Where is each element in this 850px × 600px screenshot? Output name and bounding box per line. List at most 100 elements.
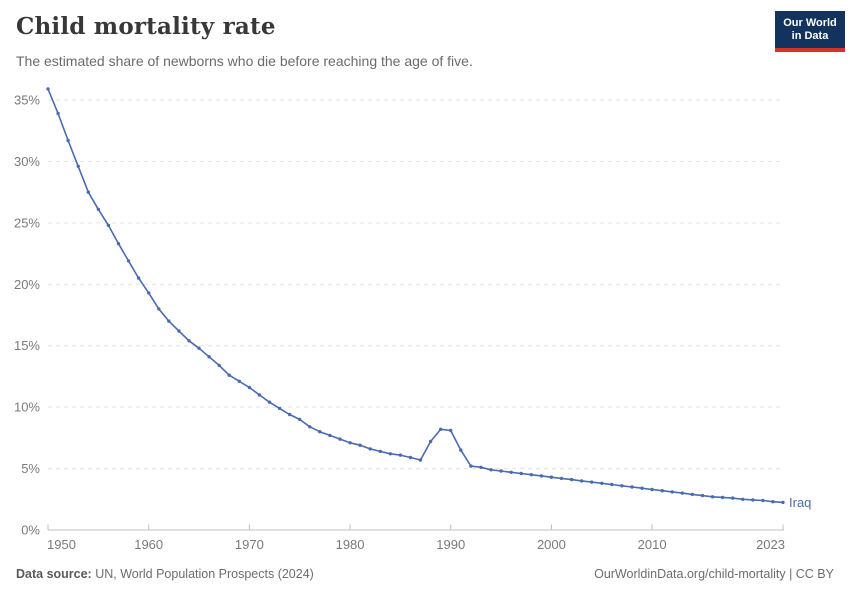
data-point bbox=[287, 412, 292, 417]
data-point bbox=[741, 497, 745, 501]
data-point bbox=[700, 493, 705, 498]
data-point bbox=[499, 469, 503, 473]
data-source-label: Data source: bbox=[16, 567, 92, 581]
owid-logo-line2: in Data bbox=[791, 29, 829, 42]
data-point bbox=[449, 428, 453, 433]
data-point bbox=[418, 458, 423, 462]
data-point bbox=[610, 482, 614, 487]
data-point bbox=[781, 500, 785, 505]
data-point bbox=[46, 87, 50, 91]
data-point bbox=[479, 465, 483, 469]
data-point bbox=[579, 479, 584, 483]
y-axis-label: 10% bbox=[14, 400, 40, 415]
y-axis-label: 20% bbox=[14, 277, 40, 292]
data-point bbox=[177, 329, 181, 333]
x-axis-label: 2023 bbox=[756, 537, 785, 552]
data-point bbox=[559, 476, 564, 481]
data-point bbox=[408, 455, 413, 460]
data-point bbox=[147, 291, 151, 295]
data-point bbox=[116, 242, 121, 246]
data-point bbox=[630, 485, 634, 489]
data-point bbox=[157, 307, 161, 311]
data-point bbox=[368, 447, 372, 451]
data-point bbox=[267, 400, 272, 404]
chart-subtitle: The estimated share of newborns who die … bbox=[16, 53, 473, 69]
x-axis-label: 2000 bbox=[537, 537, 566, 552]
x-axis-label: 1990 bbox=[436, 537, 465, 552]
credit-link[interactable]: OurWorldinData.org/child-mortality | CC … bbox=[594, 567, 834, 581]
owid-logo-text: Our World in Data bbox=[775, 11, 845, 48]
data-point bbox=[680, 491, 684, 495]
x-axis-label: 1960 bbox=[134, 537, 163, 552]
data-point bbox=[600, 481, 604, 485]
y-axis-label: 0% bbox=[21, 523, 40, 538]
y-axis-label: 30% bbox=[14, 154, 40, 169]
data-point bbox=[428, 439, 433, 444]
data-point bbox=[771, 500, 775, 504]
data-point bbox=[247, 385, 252, 390]
y-axis-label: 15% bbox=[14, 338, 40, 353]
data-point bbox=[348, 441, 352, 445]
data-point bbox=[187, 339, 191, 343]
data-point bbox=[640, 486, 644, 490]
data-point bbox=[76, 164, 80, 168]
y-axis-label: 35% bbox=[14, 93, 40, 108]
data-point bbox=[308, 425, 312, 429]
data-point bbox=[298, 417, 302, 422]
data-point bbox=[710, 495, 715, 499]
data-point bbox=[237, 379, 241, 383]
data-point bbox=[519, 471, 523, 476]
data-point bbox=[106, 223, 111, 227]
data-point bbox=[439, 427, 443, 431]
data-point bbox=[539, 474, 544, 478]
data-source-note: Data source: UN, World Population Prospe… bbox=[16, 567, 314, 581]
data-point bbox=[86, 190, 91, 194]
data-point bbox=[96, 207, 101, 211]
data-point bbox=[388, 452, 392, 456]
data-point bbox=[227, 373, 231, 377]
data-point bbox=[207, 355, 211, 359]
series-label-iraq[interactable]: Iraq bbox=[789, 495, 811, 510]
data-point bbox=[529, 473, 533, 477]
data-point bbox=[620, 484, 624, 488]
data-point bbox=[660, 489, 664, 493]
x-axis-label: 2010 bbox=[638, 537, 667, 552]
data-point bbox=[378, 449, 382, 454]
data-point bbox=[167, 319, 171, 323]
data-point bbox=[318, 430, 322, 434]
data-point bbox=[751, 498, 755, 502]
data-point bbox=[217, 363, 221, 368]
data-point bbox=[720, 495, 725, 500]
owid-logo-red-strip bbox=[775, 48, 845, 52]
owid-logo-line1: Our World bbox=[783, 16, 837, 29]
x-axis-label: 1950 bbox=[47, 537, 76, 552]
data-point bbox=[197, 346, 201, 350]
x-axis-label: 1970 bbox=[235, 537, 264, 552]
data-point bbox=[761, 498, 765, 503]
data-point bbox=[509, 470, 513, 474]
series-line-iraq[interactable] bbox=[47, 88, 784, 504]
chart-footer: Data source: UN, World Population Prospe… bbox=[16, 567, 834, 581]
x-axis-label: 1980 bbox=[336, 537, 365, 552]
data-point bbox=[358, 443, 362, 447]
y-axis-label: 25% bbox=[14, 215, 40, 230]
page-title: Child mortality rate bbox=[16, 13, 276, 40]
data-point bbox=[136, 276, 141, 280]
owid-logo[interactable]: Our World in Data bbox=[775, 11, 845, 52]
data-point bbox=[66, 138, 70, 143]
data-point bbox=[257, 393, 262, 397]
data-point bbox=[650, 487, 654, 492]
y-axis-label: 5% bbox=[21, 461, 40, 476]
data-point bbox=[126, 259, 131, 263]
data-point bbox=[731, 496, 735, 500]
data-point bbox=[549, 475, 554, 479]
data-point bbox=[489, 468, 493, 472]
data-point bbox=[56, 111, 60, 116]
data-point bbox=[590, 480, 594, 484]
data-point bbox=[569, 477, 574, 482]
data-source-text: UN, World Population Prospects (2024) bbox=[91, 567, 314, 581]
data-point bbox=[328, 433, 332, 438]
data-point bbox=[398, 453, 403, 457]
